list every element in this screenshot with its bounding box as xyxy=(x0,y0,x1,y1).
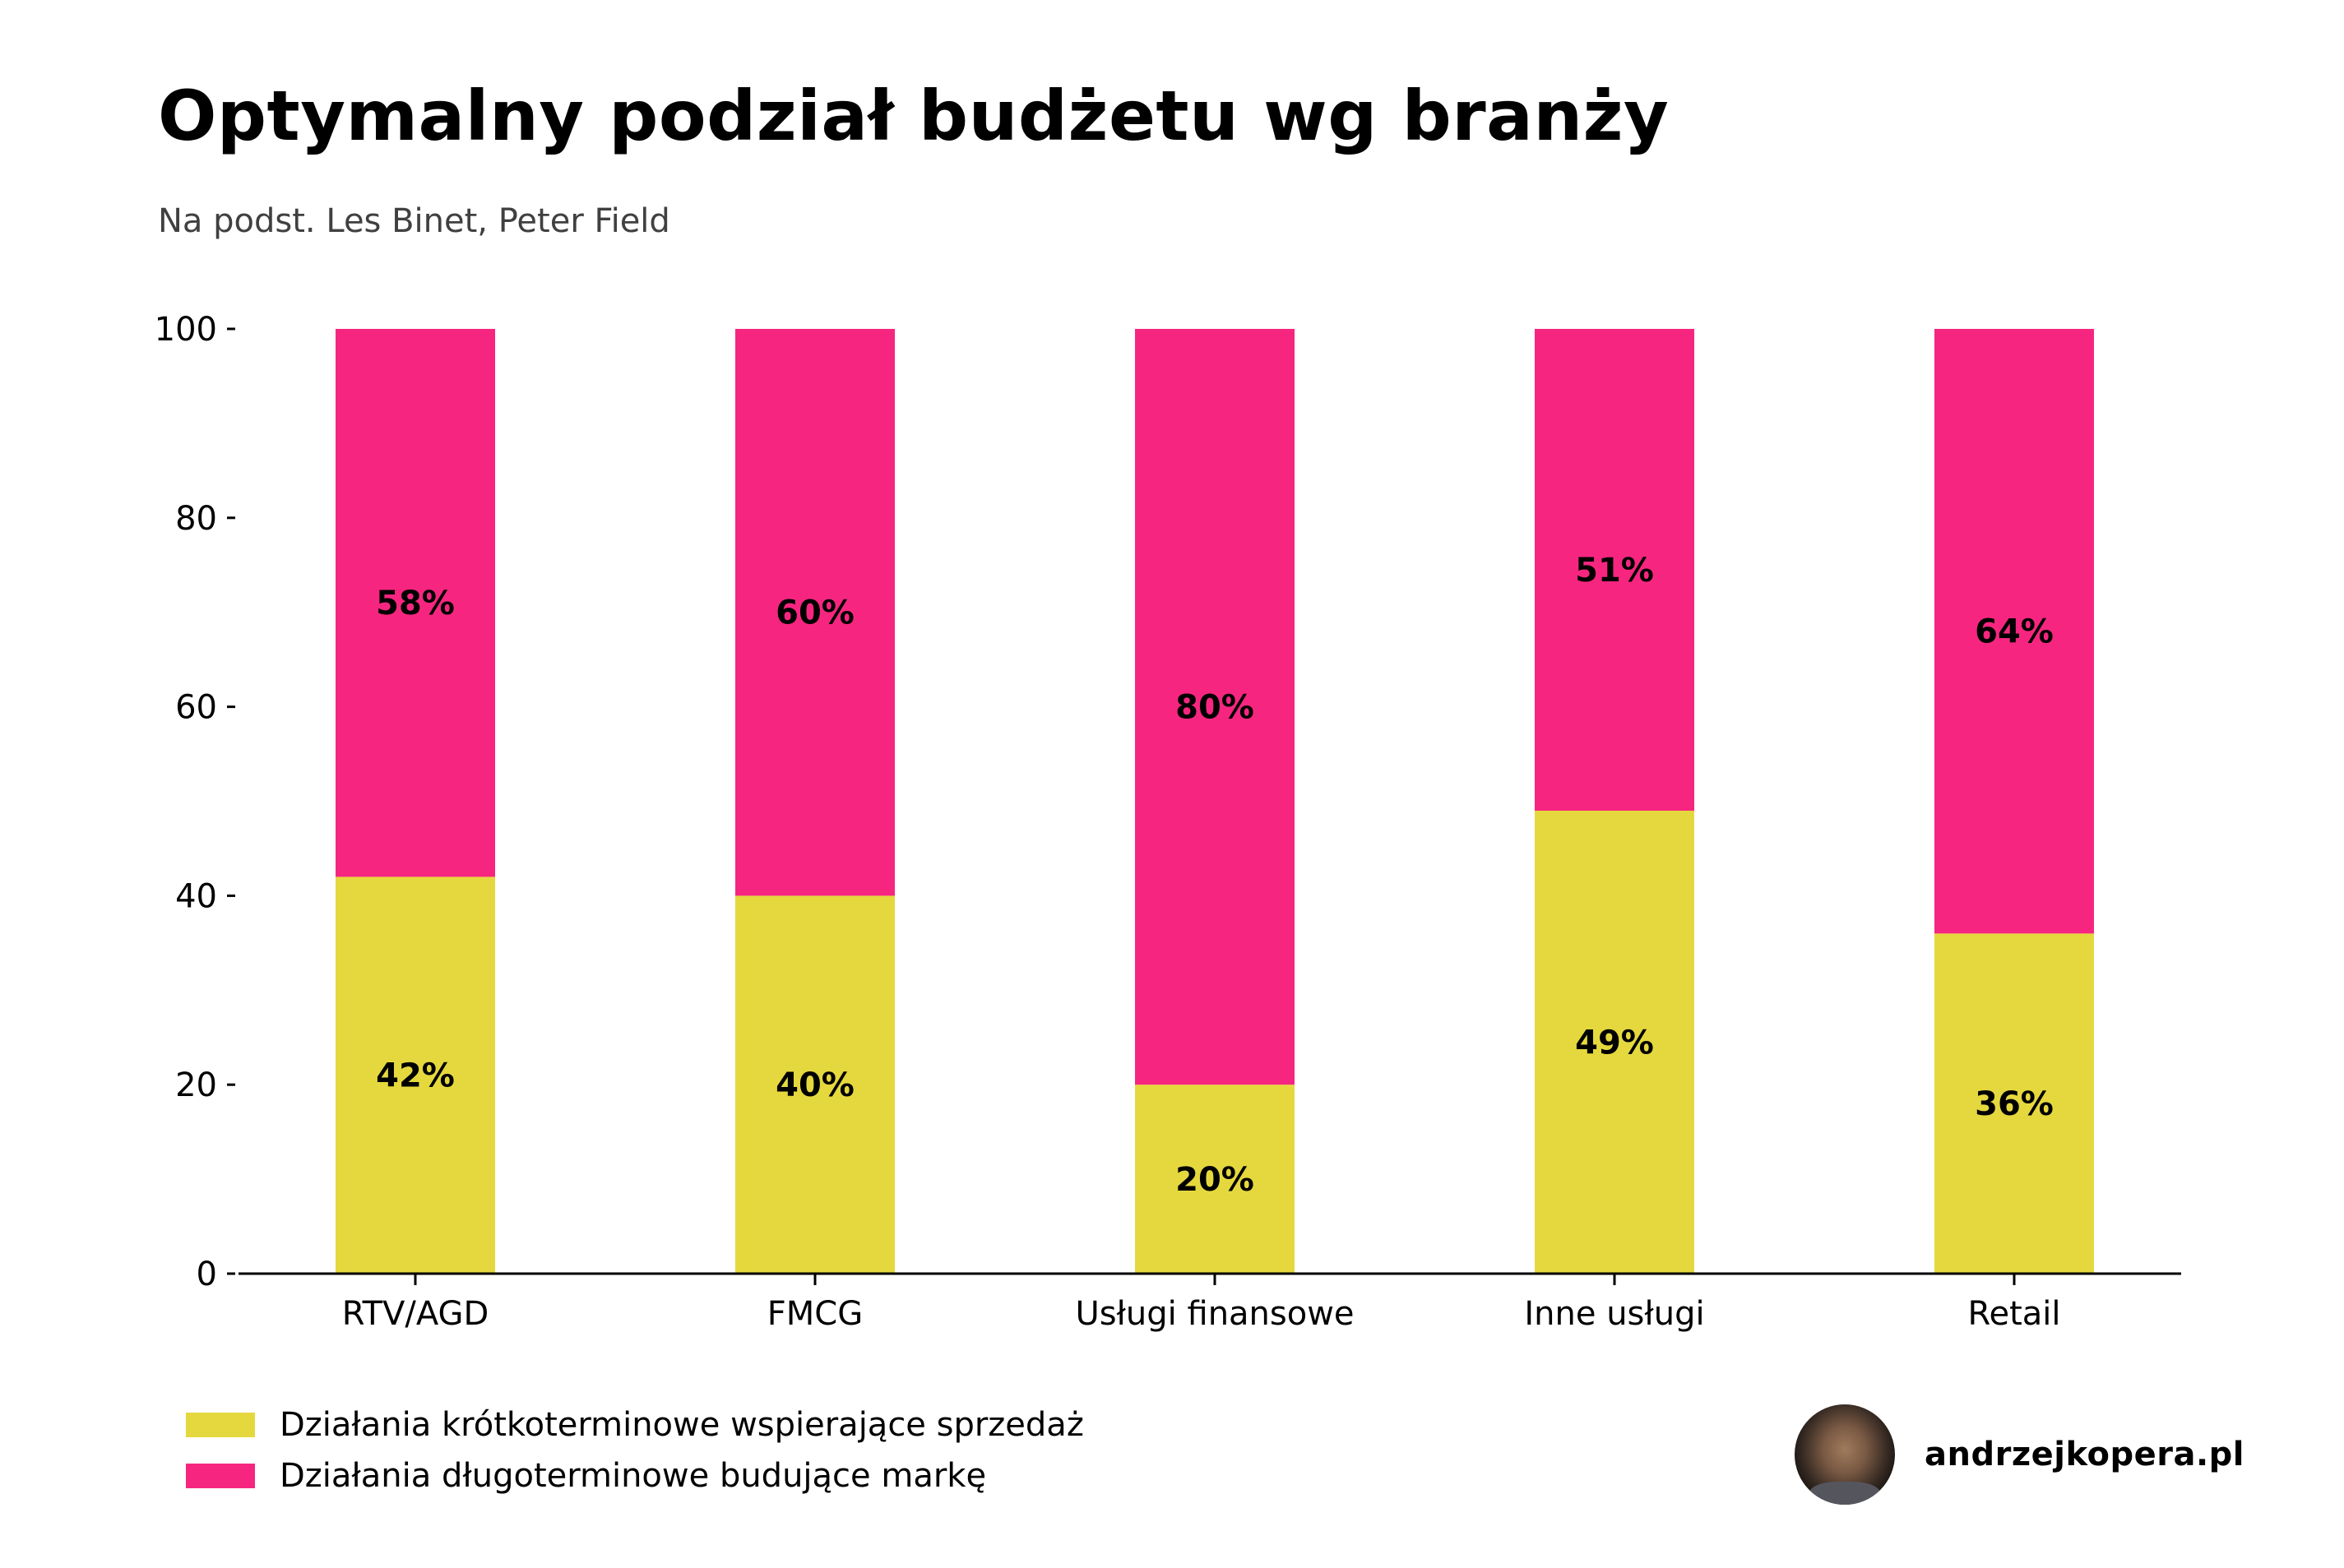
bar-long-term xyxy=(336,329,495,877)
data-label-short-term: 20% xyxy=(1175,1161,1254,1199)
bar-short-term xyxy=(336,877,495,1274)
legend-swatch-long-term xyxy=(186,1464,255,1488)
data-label-long-term: 80% xyxy=(1175,689,1254,727)
data-label-long-term: 51% xyxy=(1575,552,1654,590)
data-label-long-term: 60% xyxy=(776,594,855,632)
legend-label: Działania długoterminowe budujące markę xyxy=(280,1457,987,1495)
y-tick-label: 80 xyxy=(175,500,217,538)
brand-signature: andrzejkopera.pl xyxy=(1795,1404,2244,1505)
bar-short-term xyxy=(735,895,895,1274)
legend-item-long-term: Działania długoterminowe budujące markę xyxy=(186,1450,1084,1501)
legend-swatch-short-term xyxy=(186,1413,255,1437)
bar-short-term xyxy=(1934,933,2094,1274)
bar-long-term xyxy=(735,329,895,896)
y-tick-label: 0 xyxy=(197,1256,217,1293)
y-tick-label: 20 xyxy=(175,1066,217,1104)
y-axis: 0 20 40 60 80 100 xyxy=(155,311,235,1293)
y-tick-label: 60 xyxy=(175,689,217,727)
data-label-short-term: 42% xyxy=(376,1057,455,1095)
data-label-long-term: 64% xyxy=(1975,613,2054,651)
author-photo-icon xyxy=(1795,1404,1895,1505)
data-label-short-term: 36% xyxy=(1975,1085,2054,1123)
bar-long-term xyxy=(1535,329,1694,811)
data-label-short-term: 40% xyxy=(776,1066,855,1104)
legend-item-short-term: Działania krótkoterminowe wspierające sp… xyxy=(186,1399,1084,1450)
bar-short-term xyxy=(1135,1085,1295,1274)
bar-long-term xyxy=(1135,329,1295,1085)
chart-title: Optymalny podział budżetu wg branży xyxy=(158,76,1670,156)
x-tick-label: FMCG xyxy=(767,1295,863,1333)
bar-short-term xyxy=(1535,810,1694,1274)
bars: 42% 58% 40% 60% 20% 80% 49% 51% 36% 64% xyxy=(336,329,2094,1274)
data-label-long-term: 58% xyxy=(376,585,455,622)
x-tick-label: Usługi finansowe xyxy=(1075,1295,1354,1333)
legend: Działania krótkoterminowe wspierające sp… xyxy=(186,1399,1084,1501)
y-tick-label: 100 xyxy=(155,311,217,349)
legend-label: Działania krótkoterminowe wspierające sp… xyxy=(280,1406,1084,1444)
x-tick-label: RTV/AGD xyxy=(342,1295,489,1333)
x-axis: RTV/AGD FMCG Usługi finansowe Inne usługi Re… xyxy=(239,1272,2181,1333)
x-tick-label: Inne usługi xyxy=(1524,1295,1704,1333)
y-tick-label: 40 xyxy=(175,877,217,915)
bar-long-term xyxy=(1934,329,2094,934)
brand-name: andrzejkopera.pl xyxy=(1925,1436,2244,1473)
data-label-short-term: 49% xyxy=(1575,1024,1654,1062)
x-tick-label: Retail xyxy=(1967,1295,2060,1333)
chart-subtitle: Na podst. Les Binet, Peter Field xyxy=(158,202,670,240)
